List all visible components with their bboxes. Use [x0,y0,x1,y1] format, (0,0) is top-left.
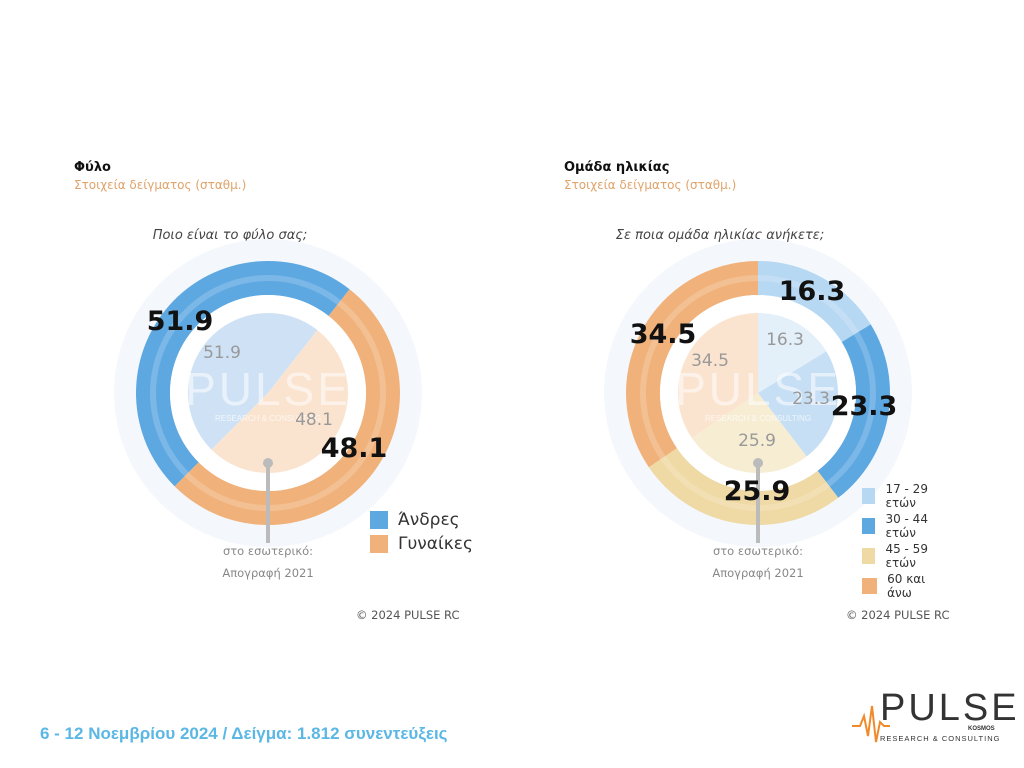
inner-pie-segment-4 [678,313,758,438]
outer-value-label-1: 48.1 [321,433,388,464]
footnote-line-2: Απογραφή 2021 [222,566,314,580]
chart-question: Σε ποια ομάδα ηλικίας ανήκετε; [615,228,825,243]
pulse-wave-icon [852,705,890,743]
outer-ring-highlight-1 [758,275,859,335]
outer-ring-segment-3 [648,448,839,525]
footnote-line-2: Απογραφή 2021 [712,566,804,580]
legend-swatch [862,548,876,564]
outer-ring-highlight-2 [184,300,386,511]
outer-ring-segment-1 [758,261,871,343]
watermark-tagline: RESEARCH & CONSULTING [705,414,811,423]
pulse-logo: PULSE KOSMOS RESEARCH & CONSULTING [850,688,1017,748]
legend-item: Άνδρες [370,510,473,530]
legend-swatch [862,518,876,534]
inner-value-label-2: 23.3 [792,389,830,409]
inner-value-label-2: 51.9 [203,343,241,363]
outer-value-label-2: 23.3 [831,391,898,422]
footnote-line-1: στο εσωτερικό: [222,544,314,558]
inner-value-label-4: 34.5 [691,351,729,371]
pointer-dot [263,458,273,468]
legend-item: 45 - 59 ετών [862,542,950,570]
footnote: στο εσωτερικό: Απογραφή 2021 [678,540,838,584]
outer-ring-highlight-1 [150,274,341,477]
legend-item: 60 και άνω [862,572,950,600]
legend-swatch [862,578,878,594]
inner-pie-segment-1 [758,313,827,393]
logo-tagline: RESEARCH & CONSULTING [880,734,1001,743]
legend-swatch [370,511,388,529]
logo-kosmos: KOSMOS [968,726,995,732]
footnote: στο εσωτερικό: Απογραφή 2021 [188,540,348,584]
footnote-line-1: στο εσωτερικό: [712,544,804,558]
outer-ring-segment-1 [135,261,350,487]
legend-label: Γυναίκες [398,534,473,554]
age-chart-panel: Ομάδα ηλικίας Στοιχεία δείγματος (σταθμ.… [490,150,950,630]
outer-value-label-3: 25.9 [724,476,791,507]
inner-pie-segment-2 [758,351,838,457]
watermark-word: PULSE [675,363,841,415]
legend-item: 17 - 29 ετών [862,482,950,510]
inner-pie-segment-1 [188,313,318,450]
outer-value-label-2: 51.9 [147,306,214,337]
inner-value-label-3: 25.9 [738,431,776,451]
legend-swatch [370,535,388,553]
legend-label: Άνδρες [398,510,460,530]
legend-item: 30 - 44 ετών [862,512,950,540]
outer-ring-segment-2 [817,324,890,498]
outer-ring-segment-4 [626,261,758,468]
legend: Άνδρες Γυναίκες [370,510,473,558]
logo-word: PULSE [880,687,1020,729]
legend-swatch [862,488,876,504]
chart-subtitle: Στοιχεία δείγματος (σταθμ.) [74,178,247,192]
copyright: © 2024 PULSE RC [846,608,950,622]
legend-label: 30 - 44 ετών [885,512,928,540]
inner-pie-segment-2 [211,330,349,474]
outer-ring-highlight-2 [826,331,876,487]
outer-value-label-4: 34.5 [630,319,697,350]
inner-pie-segment-3 [691,393,807,473]
inner-value-label-1: 16.3 [766,330,804,350]
legend-label: 17 - 29 ετών [885,482,928,510]
gender-chart-panel: Φύλο Στοιχεία δείγματος (σταθμ.) Ποιο εί… [0,150,473,630]
inner-value-label-1: 48.1 [295,410,333,430]
legend-label: 45 - 59 ετών [885,542,928,570]
outer-ring-highlight-4 [640,275,758,460]
watermark-tagline: RESEARCH & CONSULTING [215,414,321,423]
legend-label: 60 και άνω [887,572,926,600]
footer-sample-info: 6 - 12 Νοεμβρίου 2024 / Δείγμα: 1.812 συ… [40,724,448,743]
chart-title: Ομάδα ηλικίας [564,160,670,175]
chart-title: Φύλο [74,160,111,175]
legend-item: Γυναίκες [370,534,473,554]
copyright: © 2024 PULSE RC [356,608,460,622]
watermark-word: PULSE [185,363,351,415]
legend: 17 - 29 ετών 30 - 44 ετών 45 - 59 ετών 60 κ… [862,482,950,602]
pointer-dot [753,458,763,468]
outer-value-label-1: 16.3 [779,276,846,307]
outer-ring-segment-2 [174,289,400,525]
outer-ring-highlight-3 [660,455,830,511]
chart-subtitle: Στοιχεία δείγματος (σταθμ.) [564,178,737,192]
